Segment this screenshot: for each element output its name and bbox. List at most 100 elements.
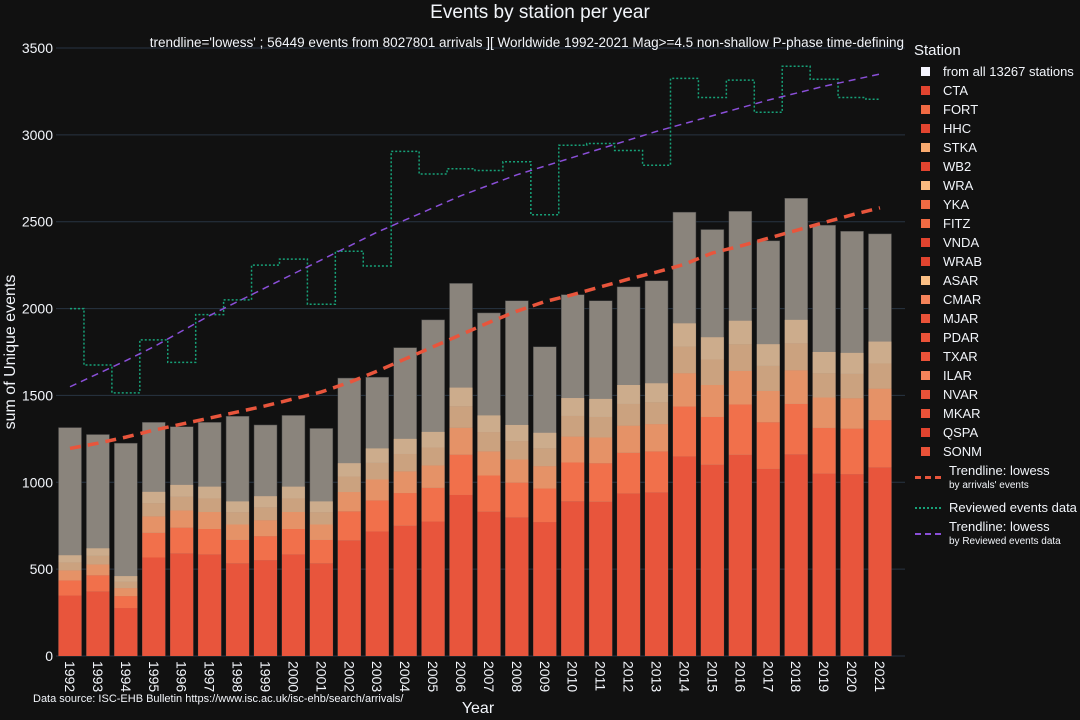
legend-item-wrab[interactable]: WRAB	[912, 252, 1077, 271]
legend-item-txar[interactable]: TXAR	[912, 347, 1077, 366]
legend-item-cmar[interactable]: CMAR	[912, 290, 1077, 309]
bar-CTA-2014	[672, 456, 696, 656]
bar-ASAR-2020	[840, 352, 864, 374]
legend-label: from all 13267 stations	[943, 64, 1074, 79]
legend-swatch	[921, 276, 930, 285]
legend-label: WRAB	[943, 254, 982, 269]
bar-FORT-2018	[784, 403, 808, 455]
legend-item-qspa[interactable]: QSPA	[912, 423, 1077, 442]
bar-ASAR-2011	[589, 398, 613, 417]
x-tick-label: 2016	[732, 661, 748, 692]
x-tick-label: 2014	[676, 661, 692, 692]
bar-CTA-1993	[86, 591, 110, 656]
legend-item-line-2[interactable]: Trendline: lowess	[912, 517, 1077, 536]
bar-ASAR-2002	[337, 463, 361, 477]
bar-FORT-1995	[142, 532, 166, 558]
bar-STKA-2018	[784, 370, 808, 404]
bar-FORT-2011	[589, 463, 613, 502]
bar-STKA-1997	[198, 511, 222, 530]
legend-swatch	[921, 67, 930, 76]
bar-CTA-2007	[477, 511, 501, 656]
bar-STKA-2012	[617, 425, 641, 453]
legend-swatch	[921, 333, 930, 342]
legend-item-from-all-13267-stations[interactable]: from all 13267 stations	[912, 62, 1077, 81]
bar-WRA-2011	[589, 416, 613, 438]
y-tick-label: 500	[30, 561, 54, 577]
bar-STKA-1995	[142, 516, 166, 533]
legend-item-mkar[interactable]: MKAR	[912, 404, 1077, 423]
legend-item-sonm[interactable]: SONM	[912, 442, 1077, 461]
bar-ASAR-2018	[784, 319, 808, 344]
bar-ASAR-2001	[309, 501, 333, 513]
bar-WRA-2018	[784, 343, 808, 371]
bar-FORT-2005	[421, 487, 445, 522]
x-tick-label: 2019	[816, 661, 832, 692]
legend-item-wb2[interactable]: WB2	[912, 157, 1077, 176]
bar-CTA-2017	[756, 468, 780, 656]
x-tick-label: 2005	[425, 661, 441, 692]
legend-item-nvar[interactable]: NVAR	[912, 385, 1077, 404]
legend-line-swatch	[915, 506, 941, 509]
legend-label: WB2	[943, 159, 972, 174]
legend-item-yka[interactable]: YKA	[912, 195, 1077, 214]
legend: Station from all 13267 stations CTA FORT HH…	[912, 42, 1077, 554]
bar-STKA-2000	[281, 511, 305, 530]
bar-FORT-1993	[86, 575, 110, 592]
bar-ASAR-2003	[365, 448, 389, 463]
bar-ASAR-1993	[86, 548, 110, 556]
bar-FORT-1996	[170, 527, 194, 554]
x-tick-label: 1998	[230, 661, 246, 692]
legend-swatch	[921, 352, 930, 361]
legend-swatch	[921, 124, 930, 133]
legend-item-fitz[interactable]: FITZ	[912, 214, 1077, 233]
legend-item-asar[interactable]: ASAR	[912, 271, 1077, 290]
bar-ASAR-1998	[226, 501, 250, 513]
y-tick-label: 2000	[22, 301, 53, 317]
bar-STKA-2011	[589, 437, 613, 464]
bar-WRA-2007	[477, 432, 501, 452]
bar-FORT-2017	[756, 422, 780, 469]
legend-item-line-1[interactable]: Reviewed events data	[912, 498, 1077, 517]
legend-item-wra[interactable]: WRA	[912, 176, 1077, 195]
y-tick-label: 0	[45, 648, 53, 664]
legend-item-ilar[interactable]: ILAR	[912, 366, 1077, 385]
bar-WRA-1995	[142, 503, 166, 517]
legend-item-fort[interactable]: FORT	[912, 100, 1077, 119]
bar-STKA-2021	[868, 388, 892, 421]
bar-CTA-2000	[281, 554, 305, 656]
legend-swatch	[921, 200, 930, 209]
legend-item-vnda[interactable]: VNDA	[912, 233, 1077, 252]
bar-ASAR-2021	[868, 341, 892, 364]
bar-STKA-2010	[561, 436, 585, 463]
legend-item-stka[interactable]: STKA	[912, 138, 1077, 157]
x-tick-label: 2004	[397, 661, 413, 692]
bar-STKA-2019	[812, 397, 836, 428]
x-tick-label: 1994	[118, 661, 134, 692]
x-tick-label: 2000	[285, 661, 301, 692]
bar-CTA-2012	[617, 493, 641, 656]
bar-STKA-2005	[421, 465, 445, 488]
legend-swatch	[921, 181, 930, 190]
bar-CTA-2019	[812, 473, 836, 656]
bar-WRA-2006	[449, 406, 473, 428]
bar-STKA-2009	[533, 466, 557, 489]
bar-FORT-2004	[393, 493, 417, 526]
legend-item-hhc[interactable]: HHC	[912, 119, 1077, 138]
bar-STKA-2006	[449, 427, 473, 455]
bar-CTA-1994	[114, 608, 138, 656]
bar-FORT-2002	[337, 511, 361, 541]
bar-FORT-2013	[645, 451, 669, 493]
legend-swatch	[921, 371, 930, 380]
bar-WRA-2010	[561, 415, 585, 437]
trendline-2	[69, 73, 881, 388]
legend-item-line-0[interactable]: Trendline: lowess	[912, 461, 1077, 480]
bar-CTA-2011	[589, 501, 613, 656]
legend-item-mjar[interactable]: MJAR	[912, 309, 1077, 328]
y-tick-label: 3500	[22, 40, 53, 56]
bar-CTA-2009	[533, 522, 557, 656]
legend-title: Station	[914, 42, 961, 59]
bar-WRA-2021	[868, 363, 892, 389]
bar-ASAR-2017	[756, 344, 780, 366]
legend-item-pdar[interactable]: PDAR	[912, 328, 1077, 347]
legend-item-cta[interactable]: CTA	[912, 81, 1077, 100]
